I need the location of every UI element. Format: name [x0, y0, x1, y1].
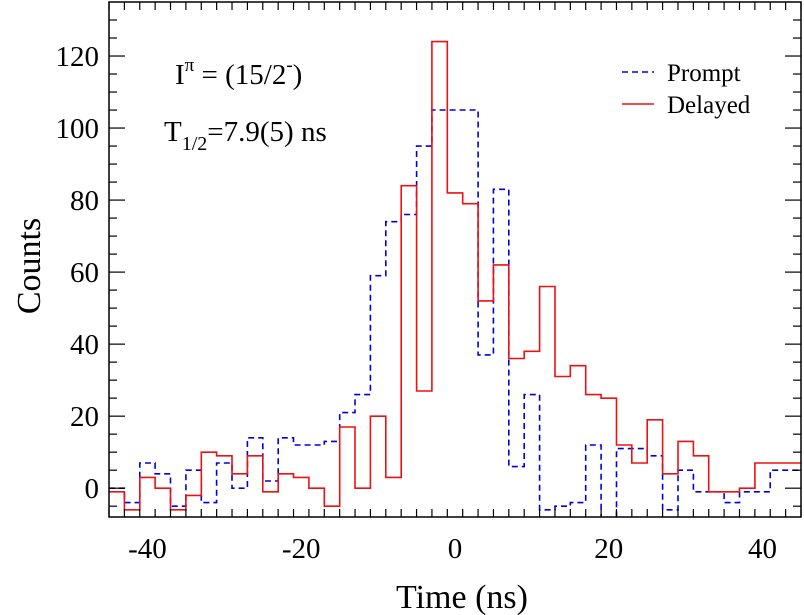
y-tick-label: 40 — [70, 329, 99, 361]
histogram-line-prompt — [109, 109, 801, 517]
series-prompt — [109, 109, 801, 517]
x-tick-label: -40 — [128, 533, 167, 565]
y-tick-label: 60 — [70, 257, 99, 289]
y-tick-label: 120 — [56, 41, 100, 73]
x-tick-label: 40 — [748, 533, 777, 565]
series-layer — [109, 40, 801, 517]
y-tick-label: 0 — [85, 473, 100, 505]
x-tick-label: 20 — [594, 533, 623, 565]
legend: Prompt Delayed — [622, 60, 751, 119]
series-delayed — [109, 40, 801, 511]
y-tick-label: 80 — [70, 185, 99, 217]
half-life-symbol: T — [164, 116, 182, 148]
ticks-layer: -40 -20 0 20 40 0 20 40 60 80 100 120 — [56, 2, 802, 565]
legend-label-delayed: Delayed — [667, 92, 751, 119]
spin-symbol: I — [175, 59, 185, 91]
half-life-subscript: 1/2 — [182, 133, 208, 155]
x-tick-label: -20 — [282, 533, 321, 565]
plot-frame — [108, 1, 802, 518]
half-life-value: =7.9(5) ns — [207, 116, 326, 148]
x-tick-label: 0 — [448, 533, 463, 565]
y-tick-label: 100 — [56, 113, 100, 145]
x-axis-label: Time (ns) — [396, 579, 528, 615]
legend-label-prompt: Prompt — [667, 60, 741, 87]
spin-value: = (15/2 — [194, 59, 286, 91]
half-life-annotation: T1/2=7.9(5) ns — [164, 116, 327, 155]
spin-parity-annotation: Iπ = (15/2-) — [175, 55, 302, 91]
parity-superscript: π — [185, 55, 195, 76]
y-axis-label: Counts — [11, 218, 48, 314]
y-tick-label: 20 — [70, 401, 99, 433]
spin-close-paren: ) — [293, 59, 303, 91]
histogram-line-delayed — [109, 40, 801, 511]
parity-minus: - — [286, 55, 292, 76]
